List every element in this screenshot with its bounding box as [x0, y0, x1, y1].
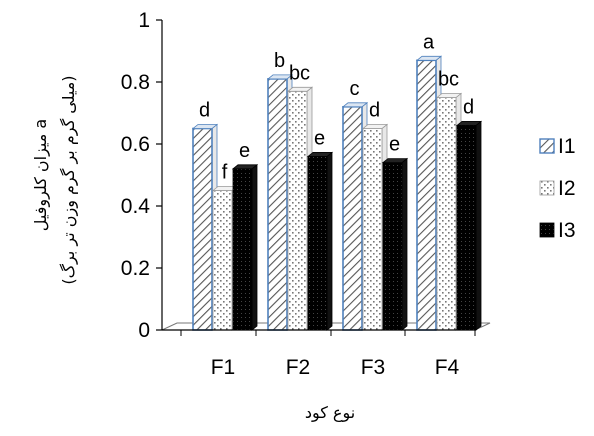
y-axis-subtitle: (میلی گرم بر گرم وزن تر برگ)	[59, 75, 79, 284]
significance-letter: bc	[438, 69, 459, 91]
bar-side	[401, 157, 408, 331]
significance-letter: d	[463, 96, 474, 118]
y-tick-label: 1	[138, 9, 150, 32]
bar-top	[306, 151, 334, 157]
y-tick-label: 0	[138, 319, 150, 342]
bars	[191, 55, 483, 331]
bar-top	[455, 121, 483, 126]
bar-top	[191, 124, 219, 129]
legend: I1 I2 I3	[539, 135, 576, 242]
significance-letter: e	[314, 127, 325, 149]
significance-letter: c	[350, 78, 360, 100]
legend-swatch	[539, 180, 555, 196]
bar	[416, 59, 437, 331]
x-axis-title: نوع کود	[305, 403, 355, 423]
y-tick-label: 0.8	[121, 71, 150, 94]
x-category-label: F1	[211, 356, 236, 379]
bar	[342, 106, 363, 331]
legend-label: I3	[558, 219, 576, 242]
bar-top	[266, 74, 294, 80]
legend-swatch	[539, 138, 555, 154]
y-tick-label: 0.2	[121, 257, 150, 280]
legend-label: I1	[558, 135, 576, 158]
x-axis-categories: F1 F2 F3 F4	[162, 329, 476, 379]
bar	[382, 162, 403, 331]
significance-letter: f	[222, 162, 228, 184]
bar-side	[475, 120, 482, 331]
y-axis-title: میزان کلروفیل a	[31, 119, 51, 231]
y-axis: 0 0.2 0.4 0.6 0.8 1	[121, 9, 163, 342]
significance-letter: b	[274, 50, 285, 72]
legend-swatch	[539, 222, 555, 238]
bar	[307, 155, 328, 331]
bar-top	[286, 86, 314, 92]
y-tick-label: 0.6	[121, 133, 150, 156]
x-category-label: F3	[361, 356, 386, 379]
bar	[287, 90, 308, 331]
significance-letter: e	[389, 134, 400, 156]
bar	[267, 78, 288, 331]
bar-top	[341, 102, 369, 108]
x-category-label: F2	[286, 356, 311, 379]
bar-top	[231, 164, 259, 170]
bar	[456, 125, 477, 331]
significance-letter: a	[423, 31, 435, 53]
bar	[436, 97, 457, 331]
significance-letter: d	[369, 100, 380, 122]
bar-side	[326, 151, 333, 331]
significance-letter: bc	[289, 62, 310, 84]
bar	[212, 190, 233, 331]
bar	[232, 168, 253, 331]
x-category-label: F4	[435, 356, 460, 379]
bar-side	[251, 163, 258, 331]
y-tick-label: 0.4	[121, 195, 151, 218]
bar-top	[361, 124, 389, 129]
bar	[192, 127, 213, 331]
legend-label: I2	[558, 177, 576, 200]
significance-letter: d	[199, 100, 210, 122]
significance-letter: e	[239, 140, 250, 162]
bar-top	[381, 158, 409, 164]
bar	[362, 128, 383, 331]
bar-top	[435, 93, 463, 98]
bar-top	[415, 55, 443, 61]
